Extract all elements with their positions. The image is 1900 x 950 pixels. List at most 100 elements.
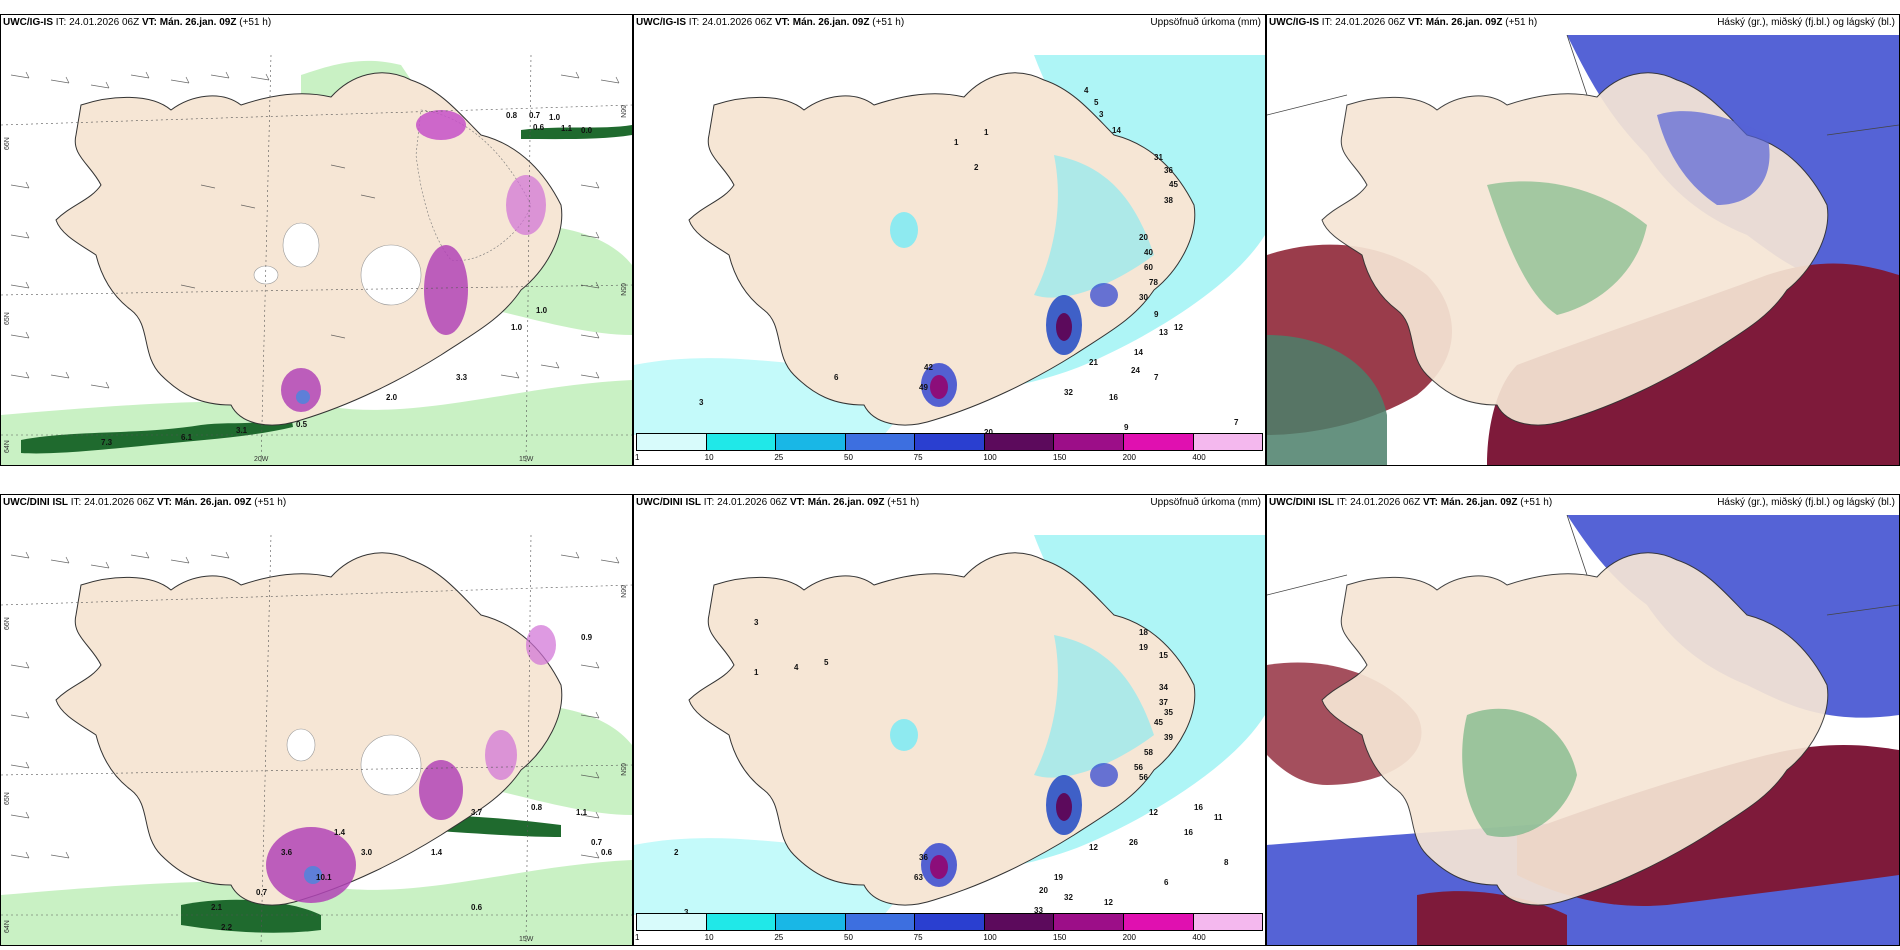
map-value-label: 18 bbox=[1139, 628, 1148, 637]
map-value-label: 2 bbox=[974, 163, 979, 172]
map-value-label: 3.3 bbox=[456, 373, 468, 382]
map-value-label: 16 bbox=[1184, 828, 1193, 837]
map-value-label: 7 bbox=[1154, 373, 1159, 382]
cloud-title: Háský (gr.), miðský (fj.bl.) og lágský (… bbox=[1717, 17, 1895, 28]
cloud-area bbox=[1487, 263, 1899, 465]
map-value-label: 2.2 bbox=[221, 923, 233, 932]
model-name: UWC/IG-IS bbox=[636, 17, 686, 28]
panel-cloud-bottom: UWC/DINI ISL IT: 24.01.2026 06Z VT: Mán.… bbox=[1266, 494, 1900, 946]
map-value-label: 7.3 bbox=[101, 438, 113, 447]
map-value-label: 20 bbox=[1039, 886, 1048, 895]
colorbar-tick: 10 bbox=[704, 933, 714, 942]
map-value-label: 1 bbox=[954, 138, 959, 147]
map-value-label: 45 bbox=[1154, 718, 1163, 727]
wind-band bbox=[521, 125, 632, 140]
colorbar-tick: 100 bbox=[983, 933, 997, 942]
map-value-label: 26 bbox=[1129, 838, 1138, 847]
map-value-label: 3.1 bbox=[236, 426, 248, 435]
map-value-label: 1.0 bbox=[536, 306, 548, 315]
colorbar-tick: 100 bbox=[983, 453, 997, 462]
lat-label: 64N bbox=[4, 920, 11, 933]
colorbar-swatch bbox=[706, 914, 777, 930]
map-value-label: 12 bbox=[1149, 808, 1158, 817]
map-value-label: 13 bbox=[1159, 328, 1168, 337]
vt-value: Mán. 26.jan. 09Z bbox=[1440, 497, 1518, 508]
colorbar-tick: 200 bbox=[1122, 933, 1137, 942]
map-value-label: 19 bbox=[1054, 873, 1063, 882]
colorbar-swatch bbox=[1123, 434, 1194, 450]
vt-value: Mán. 26.jan. 09Z bbox=[174, 497, 252, 508]
map-value-label: 1.1 bbox=[561, 124, 573, 133]
model-name: UWC/IG-IS bbox=[3, 17, 53, 28]
panel-title: UWC/IG-IS IT: 24.01.2026 06Z VT: Mán. 26… bbox=[3, 17, 271, 29]
map-value-label: 0.6 bbox=[533, 123, 545, 132]
lat-label: 66N bbox=[4, 617, 11, 630]
lead-time: (+51 h) bbox=[254, 497, 287, 508]
map-value-label: 1.4 bbox=[334, 828, 346, 837]
map-value-label: 0.8 bbox=[531, 803, 543, 812]
it-value: 24.01.2026 06Z bbox=[717, 497, 788, 508]
map-value-label: 4 bbox=[1084, 86, 1089, 95]
lon-label: 15W bbox=[519, 456, 534, 463]
colorbar-swatch bbox=[1193, 914, 1263, 930]
map-value-label: 3 bbox=[754, 618, 759, 627]
colorbar-tick: 400 bbox=[1192, 453, 1206, 462]
map-value-label: 1 bbox=[984, 128, 989, 137]
land-shape bbox=[1321, 552, 1829, 906]
map-value-label: 12 bbox=[1089, 843, 1098, 852]
colorbar-swatch bbox=[915, 434, 985, 450]
map-value-label: 0.8 bbox=[506, 111, 518, 120]
map-value-label: 0.7 bbox=[529, 111, 541, 120]
wind-map: 66N 65N 64N 66N 65N 15W 0.9 0.8 1.4 3.6 10.1… bbox=[1, 534, 632, 945]
map-value-label: 0.5 bbox=[296, 420, 308, 429]
lon-label: 20W bbox=[254, 456, 269, 463]
lead-time: (+51 h) bbox=[887, 497, 920, 508]
map-value-label: 21 bbox=[1089, 358, 1098, 367]
panel-wind-top: UWC/IG-IS IT: 24.01.2026 06Z VT: Mán. 26… bbox=[0, 14, 633, 466]
map-value-label: 30 bbox=[1139, 293, 1148, 302]
map-value-label: 60 bbox=[1144, 263, 1153, 272]
colorbar-swatch bbox=[915, 914, 985, 930]
it-label: IT: bbox=[1336, 497, 1348, 508]
colorbar-tick: 1 bbox=[635, 453, 640, 462]
panel-title: UWC/DINI ISL IT: 24.01.2026 06Z VT: Mán.… bbox=[1269, 497, 1552, 509]
vt-value: Mán. 26.jan. 09Z bbox=[792, 17, 870, 28]
map-value-label: 3 bbox=[684, 908, 689, 915]
map-value-label: 3.0 bbox=[361, 848, 373, 857]
cloud-title: Háský (gr.), miðský (fj.bl.) og lágský (… bbox=[1717, 497, 1895, 508]
map-value-label: 32 bbox=[1064, 388, 1073, 397]
map-value-label: 1 bbox=[754, 668, 759, 677]
colorbar-ticks: 1 10 25 50 75 100 150 200 400 bbox=[635, 933, 1263, 943]
map-value-label: 3.7 bbox=[471, 808, 483, 817]
it-value: 24.01.2026 06Z bbox=[69, 17, 140, 28]
it-label: IT: bbox=[1321, 17, 1333, 28]
wind-bottom-labels: 0.90.81.43.610.11.43.03.70.61.10.70.62.1… bbox=[211, 633, 613, 932]
lat-label: 65N bbox=[4, 312, 11, 325]
map-value-label: 78 bbox=[1149, 278, 1158, 287]
map-value-label: 16 bbox=[1194, 803, 1203, 812]
colorbar-tick: 150 bbox=[1053, 933, 1067, 942]
wind-top-labels: 0.8 0.7 1.00.6 0.01.11.01.02.03.36.17.33.10… bbox=[101, 111, 593, 447]
map-value-label: 56 bbox=[1139, 773, 1148, 782]
map-value-label: 6.1 bbox=[181, 433, 193, 442]
lat-label: 65N bbox=[4, 792, 11, 805]
vt-value: Mán. 26.jan. 09Z bbox=[159, 17, 237, 28]
cloud-map bbox=[1267, 35, 1899, 465]
map-value-label: 34 bbox=[1159, 683, 1168, 692]
map-value-label: 2.1 bbox=[211, 903, 223, 912]
colorbar-swatch bbox=[1123, 914, 1194, 930]
vt-label: VT: bbox=[1407, 17, 1423, 28]
map-value-label: 37 bbox=[1159, 698, 1168, 707]
precip-map: 3145181915343735453958565616111226166812… bbox=[634, 535, 1265, 915]
map-value-label: 15 bbox=[1159, 651, 1168, 660]
map-value-label: 38 bbox=[1164, 196, 1173, 205]
map-value-label: 0.6 bbox=[601, 848, 613, 857]
panel-title: UWC/IG-IS IT: 24.01.2026 06Z VT: Mán. 26… bbox=[1269, 17, 1537, 29]
lead-time: (+51 h) bbox=[1520, 497, 1553, 508]
panel-precip-bottom: UWC/DINI ISL IT: 24.01.2026 06Z VT: Mán.… bbox=[633, 494, 1266, 946]
map-value-label: 9 bbox=[1124, 423, 1129, 432]
colorbar-swatch bbox=[637, 434, 707, 450]
colorbar-swatch bbox=[984, 434, 1055, 450]
colorbar-tick: 1 bbox=[635, 933, 640, 942]
